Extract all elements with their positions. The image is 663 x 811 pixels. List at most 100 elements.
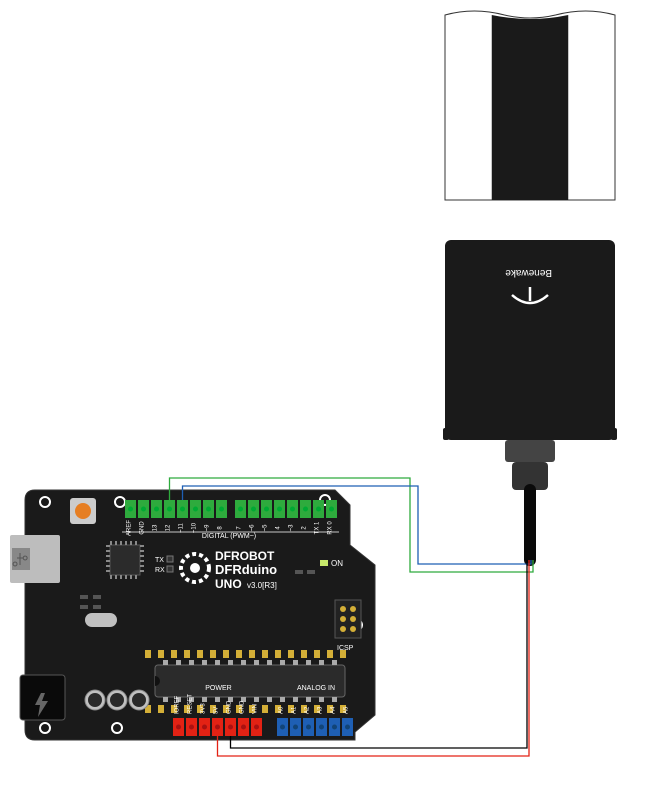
brand-line3: UNO — [215, 577, 242, 591]
chip-pin — [110, 575, 112, 579]
smd-resistor — [295, 570, 303, 574]
smd-resistor — [93, 605, 101, 609]
pad — [262, 650, 268, 658]
chip-pin — [135, 575, 137, 579]
pad — [314, 650, 320, 658]
pad — [223, 650, 229, 658]
pad — [249, 650, 255, 658]
pin-hole — [290, 507, 295, 512]
icsp-pin — [350, 616, 356, 622]
dip-pin — [215, 697, 220, 702]
icsp-pin — [350, 626, 356, 632]
pin-hole — [277, 507, 282, 512]
sensor-tab-left — [443, 428, 449, 440]
chip-pin — [106, 570, 110, 572]
dip-pin — [280, 697, 285, 702]
power-pin-label: 5V — [214, 707, 220, 714]
chip-pin — [130, 541, 132, 545]
dip-pin — [332, 660, 337, 665]
pin-hole — [238, 507, 243, 512]
analog-pin-label: A1 — [292, 706, 298, 714]
pad — [145, 650, 151, 658]
gear-center — [190, 563, 200, 573]
icsp-header — [335, 600, 361, 638]
dip-pin — [267, 697, 272, 702]
pin-hole — [128, 507, 133, 512]
pad — [158, 705, 164, 713]
atmega-chip — [155, 665, 345, 697]
pin-hole — [193, 507, 198, 512]
capacitor-top — [132, 693, 146, 707]
pad — [197, 650, 203, 658]
pin-hole — [180, 507, 185, 512]
on-led — [320, 560, 328, 566]
dip-pin — [215, 660, 220, 665]
rx-led — [167, 566, 173, 572]
power-pin-label: RESET — [188, 694, 194, 714]
chip-pin — [106, 550, 110, 552]
sensor-brand-group: Benewake — [505, 267, 552, 278]
pin-hole — [316, 507, 321, 512]
digital-pin-label: GND — [140, 521, 146, 535]
digital-label: DIGITAL (PWM~) — [202, 533, 256, 540]
power-pin-label: GND — [240, 700, 246, 714]
arduino-board — [25, 490, 375, 740]
smd-resistor — [307, 570, 315, 574]
pad — [171, 650, 177, 658]
sensor-connector-collar — [505, 440, 555, 462]
icsp-pin — [350, 606, 356, 612]
chip-pin — [115, 575, 117, 579]
chip-pin — [106, 565, 110, 567]
dip-pin — [202, 660, 207, 665]
chip-pin — [140, 545, 144, 547]
dip-pin — [202, 697, 207, 702]
chip-pin — [106, 560, 110, 562]
smd-chip — [110, 545, 140, 575]
chip-pin — [120, 541, 122, 545]
tx-led — [167, 556, 173, 562]
pin-hole — [251, 507, 256, 512]
pin-hole — [332, 725, 337, 730]
pin-hole — [254, 725, 259, 730]
pin-hole — [264, 507, 269, 512]
pad — [236, 650, 242, 658]
chip-pin — [140, 555, 144, 557]
rx-label: RX — [155, 567, 165, 574]
pin-hole — [345, 725, 350, 730]
smd-resistor — [80, 605, 88, 609]
dip-pin — [163, 697, 168, 702]
chip-pin — [140, 565, 144, 567]
pin-hole — [329, 507, 334, 512]
pad — [327, 650, 333, 658]
pad — [262, 705, 268, 713]
power-pin-label: VIN — [253, 704, 259, 714]
chip-pin — [140, 570, 144, 572]
pin-hole — [189, 725, 194, 730]
digital-pin-label: ~3 — [289, 524, 295, 532]
reset-button[interactable] — [75, 503, 91, 519]
analog-pin-label: A0 — [279, 706, 285, 714]
pin-hole — [319, 725, 324, 730]
icsp-pin — [340, 626, 346, 632]
digital-pin-label: AREF — [127, 520, 133, 536]
icsp-pin — [340, 606, 346, 612]
dip-pin — [293, 697, 298, 702]
pin-hole — [280, 725, 285, 730]
dip-pin — [293, 660, 298, 665]
chip-pin — [140, 550, 144, 552]
pin-hole — [241, 725, 246, 730]
chip-pin — [135, 541, 137, 545]
analog-pin-label: A2 — [305, 706, 311, 714]
pad — [301, 650, 307, 658]
chip-pin — [120, 575, 122, 579]
power-pin-label: 3V3 — [201, 703, 207, 714]
chip-pin — [125, 575, 127, 579]
dip-pin — [189, 660, 194, 665]
digital-pin-label: ~11 — [179, 522, 185, 532]
sensor-brand-text: Benewake — [505, 267, 552, 278]
pin-hole — [303, 507, 308, 512]
pin-hole — [176, 725, 181, 730]
pad — [340, 650, 346, 658]
dip-pin — [254, 697, 259, 702]
sensor-tab-right — [611, 428, 617, 440]
